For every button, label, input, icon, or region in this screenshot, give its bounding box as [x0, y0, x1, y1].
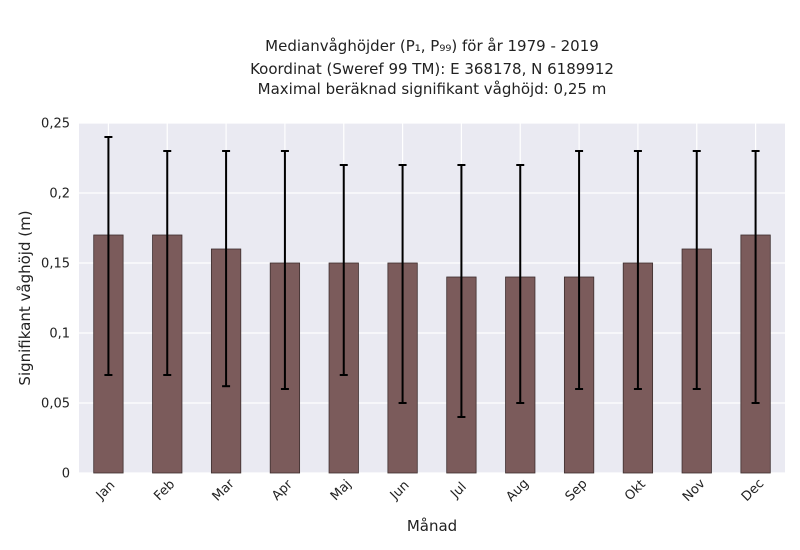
- y-axis-label: Signifikant våghöjd (m): [16, 210, 34, 385]
- error-bar-okt: [633, 150, 642, 390]
- x-tick-label-jun: Jun: [387, 478, 413, 504]
- error-bar-jan: [104, 136, 113, 376]
- x-tick-label-jan: Jan: [93, 478, 118, 503]
- x-tick-label-maj: Maj: [328, 477, 355, 504]
- error-bar-dec: [751, 150, 760, 404]
- error-bar-feb: [163, 150, 172, 376]
- error-bar-apr: [280, 150, 289, 390]
- title-line-1: Medianvåghöjder (P₁, P₉₉) för år 1979 - …: [265, 37, 599, 55]
- x-tick-label-sep: Sep: [563, 477, 591, 505]
- error-bar-aug: [516, 164, 525, 404]
- y-tick-label-0: 0: [62, 467, 70, 482]
- error-bar-jul: [457, 164, 466, 418]
- plot-area: [79, 123, 785, 473]
- error-bars: [104, 136, 760, 418]
- y-tick-label-2: 0,1: [49, 327, 70, 342]
- x-tick-label-dec: Dec: [739, 476, 767, 504]
- y-tick-label-4: 0,2: [49, 187, 70, 202]
- y-tick-label-3: 0,15: [41, 257, 70, 272]
- y-tick-label-1: 0,05: [41, 397, 70, 412]
- x-axis-label: Månad: [407, 517, 457, 535]
- x-tick-label-nov: Nov: [680, 476, 709, 505]
- x-tick-label-jul: Jul: [447, 480, 469, 502]
- x-tick-label-okt: Okt: [622, 477, 649, 504]
- chart-title: Medianvåghöjder (P₁, P₉₉) för år 1979 - …: [250, 37, 614, 98]
- error-bar-sep: [575, 150, 584, 390]
- x-tick-label-aug: Aug: [503, 476, 532, 505]
- x-tick-label-mar: Mar: [210, 476, 238, 504]
- error-bar-maj: [339, 164, 348, 376]
- error-bar-nov: [692, 150, 701, 390]
- x-tick-label-apr: Apr: [269, 477, 296, 504]
- x-axis-ticks: Jan Feb Mar Apr Maj Jun Jul Aug Sep Okt Nov Dec: [93, 476, 767, 505]
- title-line-3: Maximal beräknad signifikant våghöjd: 0,…: [258, 80, 607, 98]
- y-axis-ticks: 0 0,05 0,1 0,15 0,2 0,25: [41, 117, 70, 482]
- x-tick-label-feb: Feb: [151, 477, 178, 504]
- y-tick-label-5: 0,25: [41, 117, 70, 132]
- error-bar-jun: [398, 164, 407, 404]
- title-line-2: Koordinat (Sweref 99 TM): E 368178, N 61…: [250, 60, 614, 78]
- error-bar-mar: [222, 150, 231, 388]
